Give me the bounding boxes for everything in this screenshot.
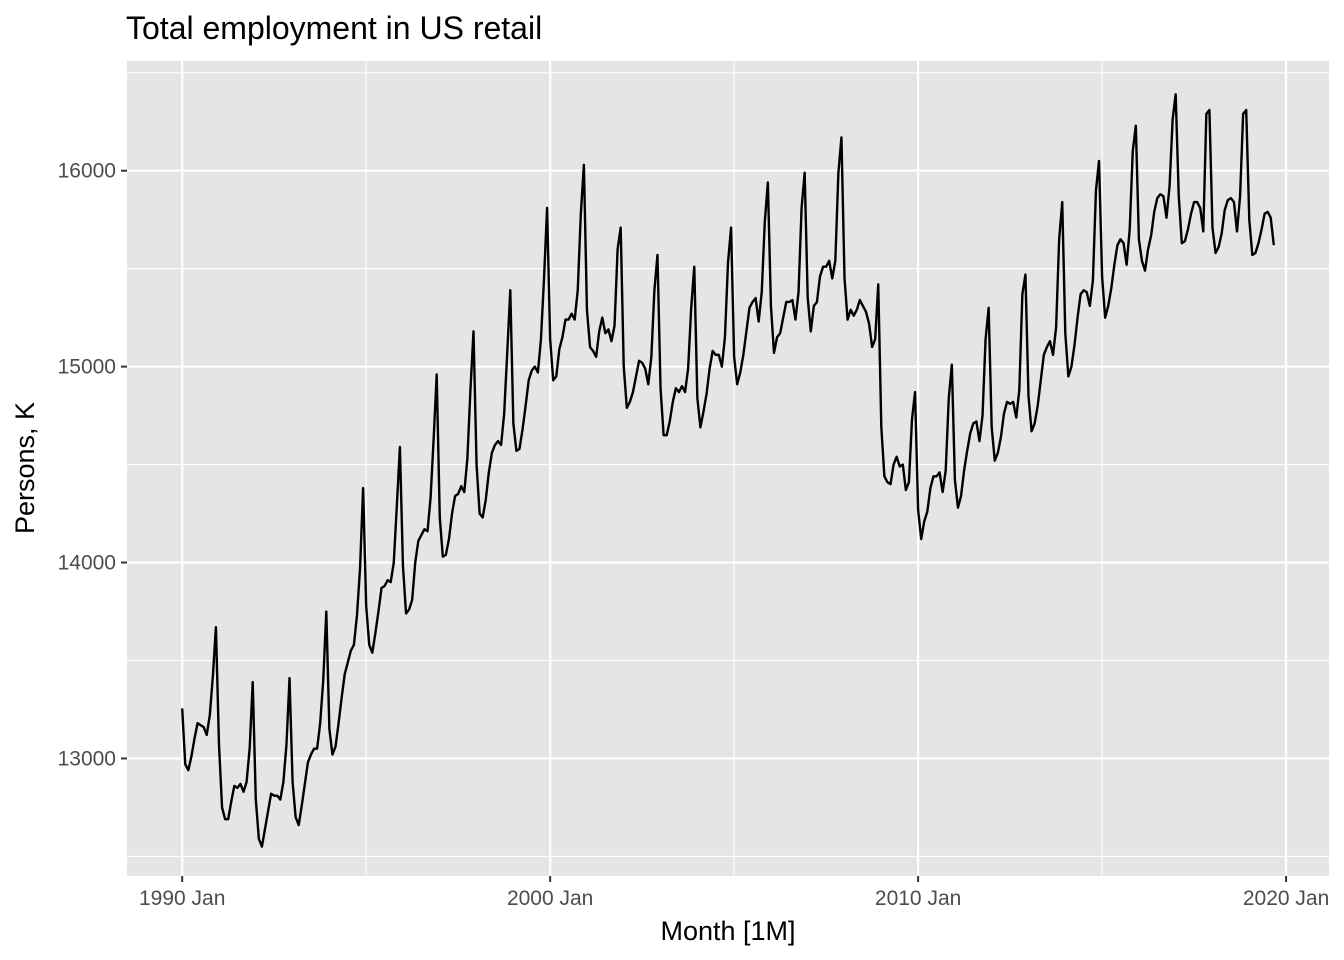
y-tick-label: 16000 (58, 160, 116, 183)
x-tick-label: 2020 Jan (1243, 887, 1329, 910)
x-axis: 1990 Jan 2000 Jan 2010 Jan 2020 Jan (139, 876, 1329, 910)
grid-major (127, 61, 1329, 876)
x-axis-title: Month [1M] (660, 916, 795, 946)
y-axis-title: Persons, K (10, 402, 40, 534)
x-tick-label: 2010 Jan (875, 887, 961, 910)
x-tick-label: 1990 Jan (139, 887, 225, 910)
chart-title: Total employment in US retail (126, 10, 542, 46)
series-line (180, 93, 1276, 848)
plot-panel (127, 61, 1329, 876)
y-axis: 13000 14000 15000 16000 (58, 160, 127, 770)
y-tick-label: 13000 (58, 747, 116, 770)
y-tick-label: 14000 (58, 552, 116, 575)
x-tick-label: 2000 Jan (507, 887, 593, 910)
y-tick-label: 15000 (58, 356, 116, 379)
